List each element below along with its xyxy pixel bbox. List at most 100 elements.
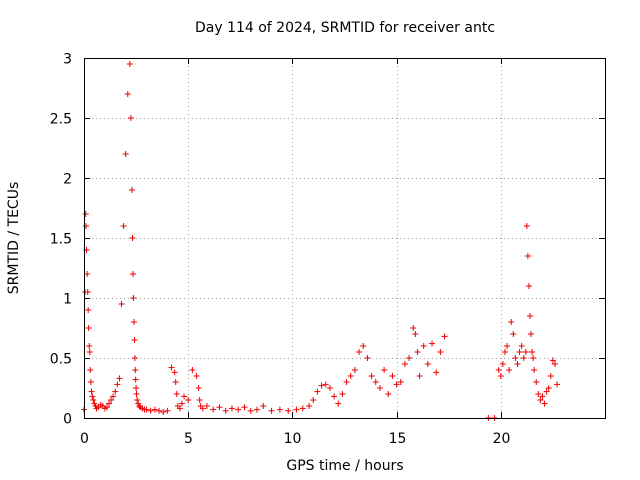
data-point <box>156 407 163 414</box>
x-tick-label: 0 <box>80 431 89 447</box>
data-point <box>85 307 92 313</box>
data-point <box>326 385 333 391</box>
data-point <box>185 397 192 403</box>
data-point <box>543 388 550 395</box>
data-point <box>260 403 267 409</box>
data-point <box>293 406 300 413</box>
data-point <box>134 397 141 403</box>
data-point <box>110 393 117 400</box>
data-point <box>306 403 313 409</box>
data-point <box>356 349 363 355</box>
data-point <box>343 379 350 385</box>
data-point <box>529 349 536 355</box>
data-point <box>131 337 138 343</box>
data-point <box>522 349 529 355</box>
data-point <box>533 379 540 385</box>
data-point <box>132 376 139 383</box>
data-point <box>90 397 97 403</box>
data-point <box>88 388 95 395</box>
data-point <box>322 381 329 388</box>
data-point <box>526 313 533 319</box>
y-tick-label: 1 <box>63 292 72 308</box>
data-point <box>130 295 137 301</box>
data-point <box>126 61 133 67</box>
y-tick-label: 2.5 <box>50 112 72 128</box>
data-point <box>83 223 90 229</box>
y-tick-label: 0 <box>63 412 72 428</box>
data-point <box>299 405 306 412</box>
data-point <box>512 355 519 361</box>
x-tick-label: 15 <box>389 431 407 447</box>
data-point <box>385 391 392 397</box>
data-point <box>181 393 188 400</box>
data-point <box>171 369 178 376</box>
data-point <box>523 223 530 229</box>
data-point <box>551 361 558 367</box>
data-point <box>412 331 419 337</box>
data-point <box>437 349 444 355</box>
data-point <box>122 151 129 157</box>
data-point <box>351 367 358 373</box>
data-point <box>196 397 203 403</box>
data-point <box>285 407 292 414</box>
y-tick-label: 2 <box>63 172 72 188</box>
data-point <box>106 400 113 407</box>
data-point <box>210 406 217 413</box>
data-point <box>108 397 115 403</box>
data-point <box>525 283 532 289</box>
data-point <box>131 355 138 361</box>
data-point <box>360 343 367 349</box>
data-point <box>84 271 91 277</box>
x-axis-label: GPS time / hours <box>286 458 403 474</box>
data-point <box>89 393 96 400</box>
data-point <box>84 289 91 295</box>
x-tick-label: 20 <box>493 431 511 447</box>
data-point <box>147 407 154 414</box>
x-tick-label: 10 <box>284 431 302 447</box>
data-point <box>124 91 131 97</box>
data-point <box>335 400 342 407</box>
data-point <box>160 409 167 415</box>
data-point <box>541 400 548 407</box>
data-point <box>347 373 354 379</box>
data-point <box>508 319 515 325</box>
data-point <box>501 349 508 355</box>
data-point <box>276 406 283 413</box>
data-point <box>376 385 383 391</box>
data-point <box>178 400 185 407</box>
data-point <box>510 331 517 337</box>
data-point <box>131 319 138 325</box>
data-point <box>530 355 537 361</box>
data-point <box>173 391 180 397</box>
data-point <box>143 406 150 413</box>
data-point <box>368 373 375 379</box>
data-point <box>339 391 346 397</box>
data-point <box>514 361 521 367</box>
data-point <box>518 343 525 349</box>
data-point <box>112 388 119 395</box>
x-tick-label: 5 <box>184 431 193 447</box>
data-point <box>195 385 202 391</box>
data-point <box>401 361 408 367</box>
data-point <box>364 355 371 361</box>
data-point <box>416 373 423 379</box>
data-point <box>331 393 338 400</box>
data-point <box>103 404 110 411</box>
y-tick-label: 3 <box>63 52 72 68</box>
data-point <box>114 381 121 388</box>
data-point <box>222 407 229 414</box>
data-point <box>524 253 531 259</box>
data-point <box>547 373 554 379</box>
data-point <box>531 367 538 373</box>
data-point <box>554 381 561 388</box>
data-point <box>535 391 542 397</box>
data-point <box>429 340 436 347</box>
data-point <box>545 385 552 391</box>
data-point <box>539 393 546 400</box>
data-point <box>164 407 171 414</box>
data-point <box>241 404 248 411</box>
data-point <box>516 349 523 355</box>
data-point <box>132 367 139 373</box>
data-point <box>389 373 396 379</box>
plot-frame <box>84 58 606 419</box>
